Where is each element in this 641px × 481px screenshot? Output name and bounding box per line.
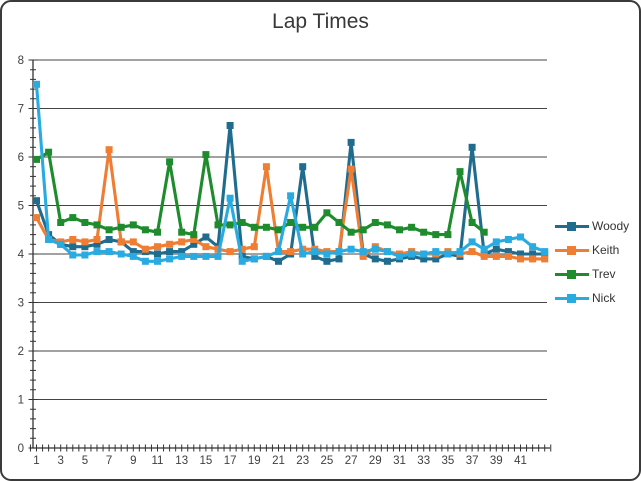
svg-text:3: 3	[57, 455, 63, 467]
x-axis-labels: 1 3 5 7 9 11 13 15 17 19 21 23 25 27 29 31 33 35 37 39 41	[33, 455, 527, 467]
svg-text:5: 5	[18, 201, 24, 213]
y-axis-ticks	[28, 59, 38, 449]
svg-text:6: 6	[18, 152, 24, 164]
legend-marker-trev-icon	[555, 269, 589, 280]
svg-text:35: 35	[442, 455, 455, 467]
svg-text:33: 33	[417, 455, 430, 467]
svg-text:27: 27	[345, 455, 358, 467]
legend-marker-nick-icon	[555, 293, 589, 304]
legend-label-keith: Keith	[592, 243, 620, 257]
svg-text:0: 0	[18, 443, 24, 455]
svg-text:17: 17	[224, 455, 237, 467]
legend-item-trev: Trev	[555, 262, 629, 286]
svg-text:23: 23	[296, 455, 309, 467]
svg-text:31: 31	[393, 455, 406, 467]
x-axis-ticks	[29, 444, 552, 452]
y-axis-labels: 0 1 2 3 4 5 6 7 8	[18, 55, 25, 455]
svg-text:1: 1	[33, 455, 39, 467]
svg-text:13: 13	[175, 455, 188, 467]
legend-label-woody: Woody	[592, 219, 630, 233]
svg-text:2: 2	[18, 346, 24, 358]
svg-text:5: 5	[82, 455, 88, 467]
svg-text:21: 21	[272, 455, 285, 467]
legend: Woody Keith Trev Nick	[555, 214, 629, 310]
legend-marker-keith-icon	[555, 245, 589, 256]
legend-item-keith: Keith	[555, 238, 629, 262]
chart-title: Lap Times	[272, 10, 369, 33]
svg-text:37: 37	[466, 455, 479, 467]
legend-label-nick: Nick	[592, 291, 616, 305]
svg-text:39: 39	[490, 455, 503, 467]
svg-text:1: 1	[18, 395, 24, 407]
svg-text:9: 9	[130, 455, 136, 467]
svg-text:4: 4	[18, 249, 25, 261]
svg-text:11: 11	[152, 455, 164, 467]
svg-text:25: 25	[321, 455, 334, 467]
svg-text:41: 41	[514, 455, 527, 467]
svg-text:7: 7	[106, 455, 112, 467]
legend-label-trev: Trev	[592, 267, 616, 281]
svg-text:3: 3	[18, 298, 24, 310]
legend-item-nick: Nick	[555, 286, 629, 310]
series-trev-markers	[33, 148, 488, 239]
svg-text:7: 7	[18, 104, 24, 116]
svg-text:15: 15	[200, 455, 213, 467]
legend-item-woody: Woody	[555, 214, 629, 238]
series-nick	[33, 80, 549, 265]
legend-marker-woody-icon	[555, 221, 589, 232]
svg-text:19: 19	[248, 455, 261, 467]
series-nick-markers	[33, 80, 549, 265]
series-trev	[33, 148, 488, 239]
svg-text:8: 8	[18, 55, 24, 67]
svg-text:29: 29	[369, 455, 382, 467]
